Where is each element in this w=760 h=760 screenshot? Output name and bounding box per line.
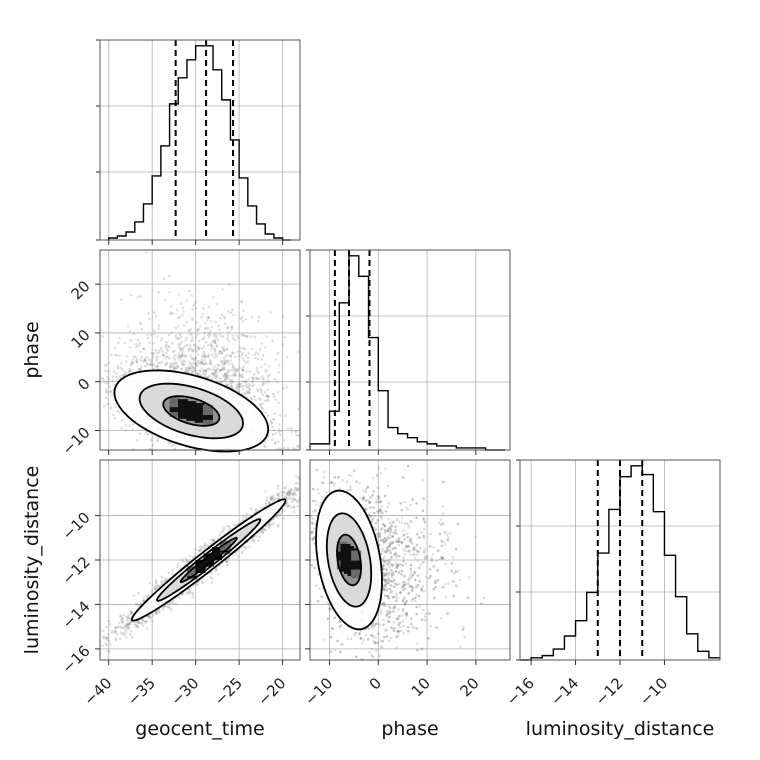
x-tick-label: 10 bbox=[408, 674, 434, 700]
x-tick-label: −12 bbox=[592, 674, 627, 709]
joint-panel-geocent_time-phase: −10 0 10 20 bbox=[59, 249, 301, 459]
x-tick-label: −10 bbox=[301, 674, 336, 709]
contour-line bbox=[113, 369, 270, 453]
histogram-step-phase bbox=[309, 255, 506, 451]
x-tick-label: −40 bbox=[80, 674, 115, 709]
panel-background bbox=[100, 40, 300, 240]
histogram-panel-phase bbox=[306, 249, 511, 455]
contour-line bbox=[130, 498, 287, 622]
y-tick-label: −14 bbox=[59, 597, 94, 632]
y-tick-label: −10 bbox=[59, 423, 94, 458]
density-core bbox=[169, 397, 213, 425]
contour-line bbox=[336, 533, 363, 587]
x-tick-label: −20 bbox=[254, 674, 289, 709]
density-core bbox=[187, 540, 231, 580]
x-tick-label: −35 bbox=[124, 674, 159, 709]
y-tick-label: 0 bbox=[74, 375, 93, 394]
panel-frame bbox=[99, 39, 301, 241]
contour-line bbox=[138, 382, 244, 440]
contour-line bbox=[179, 536, 238, 584]
histogram-step-geocent_time bbox=[107, 45, 292, 241]
contour-line bbox=[156, 518, 262, 602]
y-tick-label: −10 bbox=[59, 508, 94, 543]
contour-line bbox=[325, 512, 373, 608]
x-tick-label: 20 bbox=[456, 674, 482, 700]
x-tick-label: −30 bbox=[167, 674, 202, 709]
contour-line bbox=[315, 489, 383, 631]
x-axis-label-phase: phase bbox=[381, 718, 438, 740]
x-tick-label: −14 bbox=[547, 674, 582, 709]
panel-frame bbox=[99, 249, 301, 451]
y-tick-label: 20 bbox=[67, 277, 93, 303]
y-axis-label-luminosity-distance: luminosity_distance bbox=[21, 466, 43, 655]
y-tick-label: −16 bbox=[59, 642, 94, 677]
joint-panel-geocent_time-luminosity_distance: −40 −35 −30 −25 −20 −16 −14 −12 −10 bbox=[59, 459, 302, 709]
contour-line bbox=[162, 395, 221, 427]
y-tick-label: −12 bbox=[59, 553, 94, 588]
y-axis-label-phase: phase bbox=[21, 321, 43, 378]
histogram-panel-geocent_time bbox=[96, 39, 301, 245]
x-tick-label: −10 bbox=[636, 674, 671, 709]
x-axis-label-geocent-time: geocent_time bbox=[135, 718, 264, 740]
x-tick-label: −16 bbox=[503, 674, 538, 709]
panel-frame bbox=[309, 249, 511, 451]
histogram-panel-luminosity_distance: −16 −14 −12 −10 bbox=[503, 459, 721, 709]
x-axis-label-luminosity-distance: luminosity_distance bbox=[526, 718, 715, 740]
density-core bbox=[336, 541, 362, 579]
x-tick-label: −25 bbox=[211, 674, 246, 709]
joint-panel-phase-luminosity_distance: −10 0 10 20 bbox=[301, 459, 511, 709]
y-tick-label: 10 bbox=[67, 326, 93, 352]
panel-background bbox=[310, 250, 510, 450]
x-tick-label: 0 bbox=[366, 674, 385, 693]
